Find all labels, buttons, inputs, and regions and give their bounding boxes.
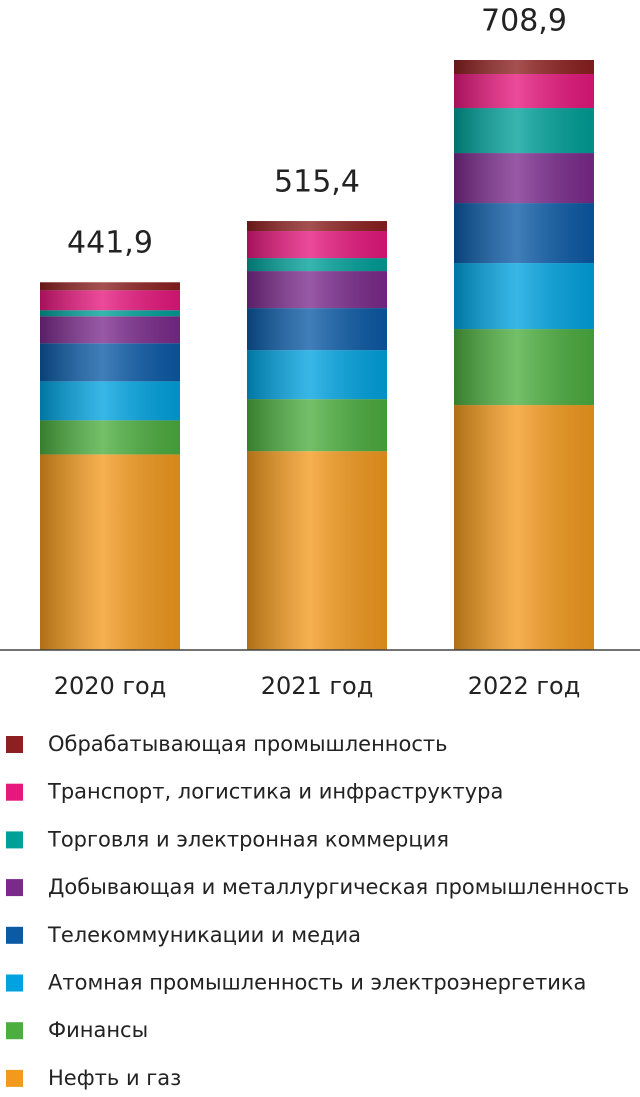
legend-swatch <box>6 831 23 849</box>
x-tick-label: 2022 год <box>468 672 581 700</box>
total-label: 708,9 <box>481 4 567 39</box>
bar-shading <box>247 221 387 651</box>
legend-swatch <box>6 879 23 897</box>
legend-label: Транспорт, логистика и инфраструктура <box>47 780 503 804</box>
legend-label: Нефть и газ <box>48 1066 181 1090</box>
total-label: 441,9 <box>67 226 153 261</box>
legend-label: Телекоммуникации и медиа <box>47 923 361 947</box>
legend-label: Атомная промышленность и электроэнергети… <box>48 971 586 995</box>
legend-swatch <box>6 783 23 801</box>
legend-label: Обрабатывающая промышленность <box>48 732 448 756</box>
bar-shading <box>40 282 180 650</box>
bar-shading <box>454 60 594 650</box>
legend-label: Добывающая и металлургическая промышленн… <box>48 875 629 899</box>
legend-label: Финансы <box>48 1018 148 1042</box>
legend-swatch <box>6 926 23 944</box>
x-tick-label: 2021 год <box>261 672 374 700</box>
legend-swatch <box>6 974 23 992</box>
total-label: 515,4 <box>274 165 360 200</box>
x-tick-label: 2020 год <box>54 672 167 700</box>
legend-label: Торговля и электронная коммерция <box>47 827 449 851</box>
legend-swatch <box>6 1069 23 1087</box>
legend-swatch <box>6 736 23 753</box>
legend-swatch <box>6 1022 23 1040</box>
